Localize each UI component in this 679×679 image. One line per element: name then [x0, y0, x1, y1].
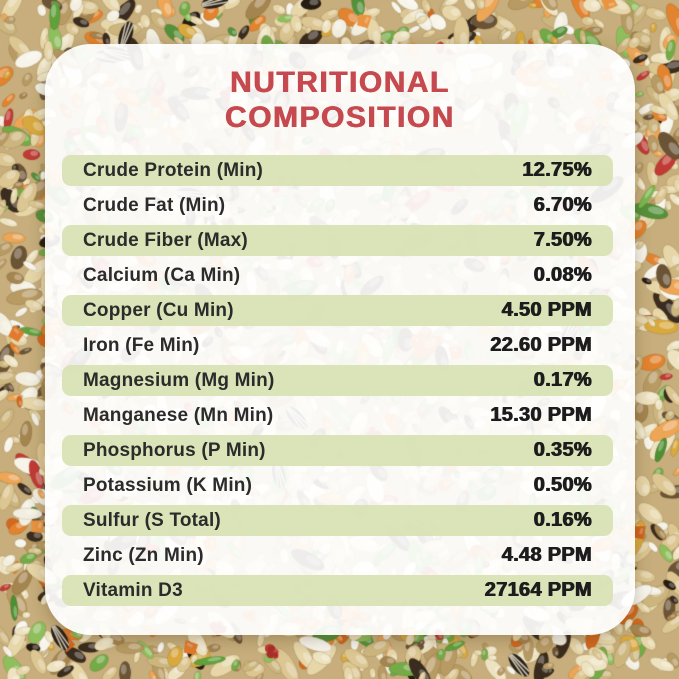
nutrient-value: 22.60 PPM	[490, 334, 592, 356]
table-row: Calcium (Ca Min) 0.08%	[62, 260, 613, 291]
table-row: Manganese (Mn Min) 15.30 PPM	[62, 400, 613, 431]
nutrient-label: Crude Fat (Min)	[83, 194, 226, 216]
table-row: Magnesium (Mg Min) 0.17%	[62, 365, 613, 396]
table-row: Phosphorus (P Min) 0.35%	[62, 435, 613, 466]
table-row: Crude Fat (Min) 6.70%	[62, 190, 613, 221]
table-row: Copper (Cu Min) 4.50 PPM	[62, 295, 613, 326]
nutrient-value: 0.35%	[533, 439, 592, 461]
table-row: Sulfur (S Total) 0.16%	[62, 505, 613, 536]
nutrition-table: Crude Protein (Min) 12.75% Crude Fat (Min)…	[62, 155, 613, 610]
nutrient-value: 7.50%	[533, 229, 592, 251]
nutrient-label: Iron (Fe Min)	[83, 334, 200, 356]
table-row: Iron (Fe Min) 22.60 PPM	[62, 330, 613, 361]
nutrient-label: Potassium (K Min)	[83, 474, 253, 496]
table-row: Vitamin D3 27164 PPM	[62, 575, 613, 606]
table-row: Crude Protein (Min) 12.75%	[62, 155, 613, 186]
nutrient-value: 6.70%	[533, 194, 592, 216]
table-row: Crude Fiber (Max) 7.50%	[62, 225, 613, 256]
nutrient-value: 27164 PPM	[484, 579, 592, 601]
nutrient-value: 4.50 PPM	[501, 299, 592, 321]
nutrient-value: 15.30 PPM	[490, 404, 592, 426]
page-title: NUTRITIONAL COMPOSITION	[45, 65, 635, 135]
nutrient-value: 0.50%	[533, 474, 592, 496]
nutrition-card: NUTRITIONAL COMPOSITION Crude Protein (M…	[45, 44, 635, 635]
nutrient-label: Crude Fiber (Max)	[83, 229, 248, 251]
title-line-1: NUTRITIONAL	[230, 66, 450, 99]
nutrient-value: 0.17%	[533, 369, 592, 391]
nutrient-label: Crude Protein (Min)	[83, 159, 264, 181]
nutrient-label: Copper (Cu Min)	[83, 299, 234, 321]
nutrient-value: 12.75%	[522, 159, 592, 181]
table-row: Zinc (Zn Min) 4.48 PPM	[62, 540, 613, 571]
title-line-2: COMPOSITION	[225, 101, 455, 134]
nutrient-label: Phosphorus (P Min)	[83, 439, 266, 461]
nutrient-label: Zinc (Zn Min)	[83, 544, 204, 566]
nutrient-value: 0.08%	[533, 264, 592, 286]
nutrient-label: Magnesium (Mg Min)	[83, 369, 275, 391]
nutrient-value: 4.48 PPM	[501, 544, 592, 566]
nutrient-value: 0.16%	[533, 509, 592, 531]
nutrient-label: Vitamin D3	[83, 579, 183, 601]
nutrient-label: Sulfur (S Total)	[83, 509, 221, 531]
table-row: Potassium (K Min) 0.50%	[62, 470, 613, 501]
nutrient-label: Manganese (Mn Min)	[83, 404, 274, 426]
nutrient-label: Calcium (Ca Min)	[83, 264, 241, 286]
